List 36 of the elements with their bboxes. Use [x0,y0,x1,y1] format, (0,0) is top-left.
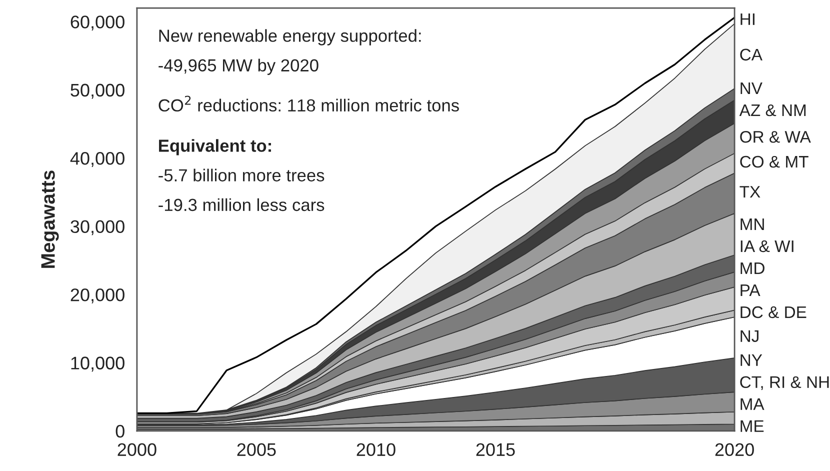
series-label: CT, RI & NH [740,376,829,390]
series-label: CO & MT [740,156,808,168]
series-label: HI [740,13,754,25]
y-tick-label: 10,000 [71,356,124,372]
annotation: -5.7 billion more trees [158,168,324,182]
annotation: -49,965 MW by 2020 [158,58,318,75]
series-label: MA [740,398,764,410]
annotation: -19.3 million less cars [158,198,324,212]
y-tick-label: 0 [116,424,124,438]
annotation: CO$^{2}$ reductions: 118 million metric tons [158,96,459,112]
y-axis-title: Megawatts [41,170,59,268]
y-tick-label: 30,000 [70,220,124,236]
series-label: TX [740,186,760,198]
x-tick-label: 2000 [118,443,156,456]
series-label: NY [740,354,762,366]
x-tick-label: 2005 [237,443,276,456]
y-tick-label: 60,000 [70,16,124,31]
series-label: CA [740,48,762,61]
series-label: DC & DE [740,306,806,318]
y-tick-label: 50,000 [70,84,124,99]
series-label: ME [740,420,764,432]
annotation: Equivalent to: [159,139,271,156]
series-label: PA [740,284,760,296]
series-label: MD [740,262,764,274]
series-label: NJ [740,330,758,342]
series-label: AZ & NM [739,104,806,116]
y-tick-label: 20,000 [70,288,124,304]
x-tick-label: 2010 [356,443,396,456]
series-label: MN [740,218,764,230]
series-label: NV [740,82,762,94]
series-label: IA & WI [740,240,794,252]
y-tick-label: 40,000 [70,152,124,167]
x-tick-label: 2020 [715,443,754,456]
x-tick-label: 2015 [476,443,515,456]
series-label: OR & WA [740,130,811,143]
annotation: New renewable energy supported: [159,29,421,46]
